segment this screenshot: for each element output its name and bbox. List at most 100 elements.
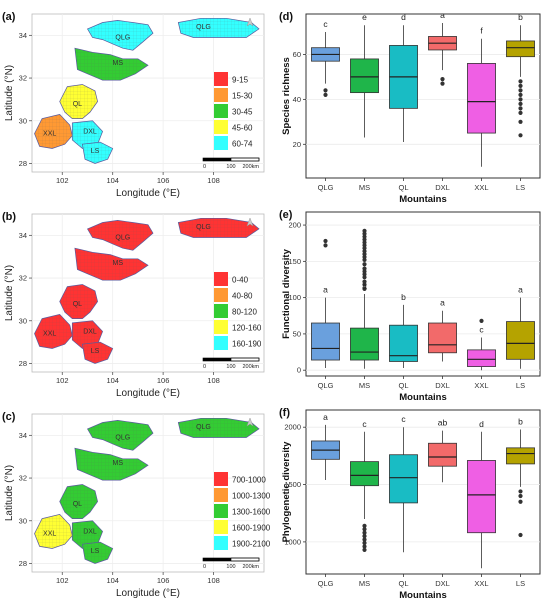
map-x-axis-label: Longitude (°E) <box>116 588 180 599</box>
legend-swatch <box>214 272 228 286</box>
map-x-tick-label: 104 <box>106 176 119 185</box>
legend-label: 45-60 <box>232 124 253 133</box>
legend-label: 1300-1600 <box>232 508 271 517</box>
y-tick-label: 40 <box>293 95 301 104</box>
outlier-point <box>323 238 328 244</box>
map-region-label: MS <box>112 60 123 67</box>
map-region-grid <box>74 248 148 281</box>
x-tick-label: LS <box>516 183 525 192</box>
map-x-axis-label: Longitude (°E) <box>116 388 180 399</box>
map-region-label: QL <box>73 101 82 108</box>
map-region-label: DXL <box>83 529 97 536</box>
map-x-tick-label: 106 <box>157 576 170 585</box>
map-region-label: QLG <box>115 235 130 242</box>
legend-swatch <box>214 120 228 134</box>
box-dxl <box>428 442 457 467</box>
significance-letter: f <box>480 26 483 36</box>
map-x-tick-label: 108 <box>207 376 220 385</box>
outlier-point <box>518 101 523 106</box>
map-x-tick-label: 102 <box>56 376 69 385</box>
outlier-point <box>362 523 367 528</box>
outlier-point <box>518 499 523 504</box>
y-tick-label: 100 <box>288 293 301 302</box>
map-region-grid <box>72 520 103 549</box>
map-region-grid <box>74 48 148 81</box>
y-tick-label: 60 <box>293 50 301 59</box>
map-y-axis-label: Latitude (°N) <box>4 265 15 321</box>
x-tick-label: QLG <box>318 183 334 192</box>
map-y-tick-label: 30 <box>19 316 27 325</box>
box-ls <box>506 447 535 465</box>
scale-bar-label: 100 <box>226 164 235 170</box>
boxplot-plot-area <box>305 211 541 377</box>
outlier-point <box>518 92 523 97</box>
x-tick-label: MS <box>359 183 370 192</box>
x-axis-label: Mountains <box>399 392 447 403</box>
y-tick-label: 150 <box>288 257 301 266</box>
legend-swatch <box>214 320 228 334</box>
map-y-tick-label: 30 <box>19 516 27 525</box>
map-region-grid <box>82 542 113 564</box>
map-region-grid <box>87 20 153 51</box>
outlier-point <box>362 269 367 274</box>
map-y-tick-label: 28 <box>19 159 27 168</box>
legend-swatch <box>214 136 228 150</box>
significance-letter: a <box>440 10 445 20</box>
outlier-point <box>323 88 328 93</box>
scale-bar-label: 0 <box>203 564 206 570</box>
map-x-tick-label: 102 <box>56 176 69 185</box>
outlier-point <box>323 92 328 97</box>
outlier-point <box>518 79 523 84</box>
legend-label: 80-120 <box>232 308 257 317</box>
legend-label: 9-15 <box>232 76 249 85</box>
legend-label: 40-80 <box>232 292 253 301</box>
map-region-grid <box>72 120 103 149</box>
y-axis-label: Species richness <box>281 57 292 135</box>
scale-bar-label: 200km <box>242 364 259 370</box>
legend-swatch <box>214 288 228 302</box>
box-xxl <box>467 460 496 534</box>
y-tick-label: 0 <box>297 366 301 375</box>
map-region-grid <box>34 314 73 349</box>
boxplot-panel: 0 50 100 150 200 a QLG a MS b QL a DXL c XXL a LS Mountai… <box>279 209 541 403</box>
outlier-point <box>518 110 523 115</box>
map-region-grid <box>82 142 113 164</box>
x-tick-label: XXL <box>474 579 488 588</box>
panel-label: (a) <box>2 11 16 23</box>
outlier-point <box>362 246 367 251</box>
significance-letter: b <box>518 416 523 426</box>
y-axis-label: Phylogenetic diversity <box>281 441 292 543</box>
map-region-grid <box>59 84 98 119</box>
significance-letter: b <box>518 12 523 22</box>
map-region-grid <box>87 220 153 251</box>
map-panel: QLG QLG MS QL XXL DXL LS 700-1000 1000-1300 1300-… <box>2 411 271 599</box>
map-y-axis-label: Latitude (°N) <box>4 65 15 121</box>
y-tick-label: 1500 <box>284 480 301 489</box>
scale-bar-label: 200km <box>242 564 259 570</box>
panel-label: (d) <box>279 11 293 23</box>
box-xxl <box>467 63 496 134</box>
map-x-tick-label: 108 <box>207 176 220 185</box>
y-tick-label: 1000 <box>284 537 301 546</box>
legend-swatch <box>214 304 228 318</box>
outlier-point <box>518 119 523 124</box>
scale-bar-label: 0 <box>203 164 206 170</box>
map-y-tick-label: 34 <box>19 431 27 440</box>
map-y-tick-label: 32 <box>19 274 27 283</box>
map-region-label: QLG <box>115 35 130 42</box>
legend-label: 120-160 <box>232 324 262 333</box>
significance-letter: a <box>518 285 523 295</box>
significance-letter: c <box>323 19 328 29</box>
box-xxl <box>467 349 496 367</box>
map-region-grid <box>72 320 103 349</box>
map-region-grid <box>59 284 98 319</box>
scale-bar-segment <box>203 558 231 561</box>
legend-label: 700-1000 <box>232 476 266 485</box>
scale-bar-label: 100 <box>226 364 235 370</box>
y-tick-label: 20 <box>293 140 301 149</box>
significance-letter: c <box>362 419 367 429</box>
outlier-point <box>518 133 523 138</box>
scale-bar-segment <box>230 557 260 562</box>
outlier-point <box>362 530 367 535</box>
